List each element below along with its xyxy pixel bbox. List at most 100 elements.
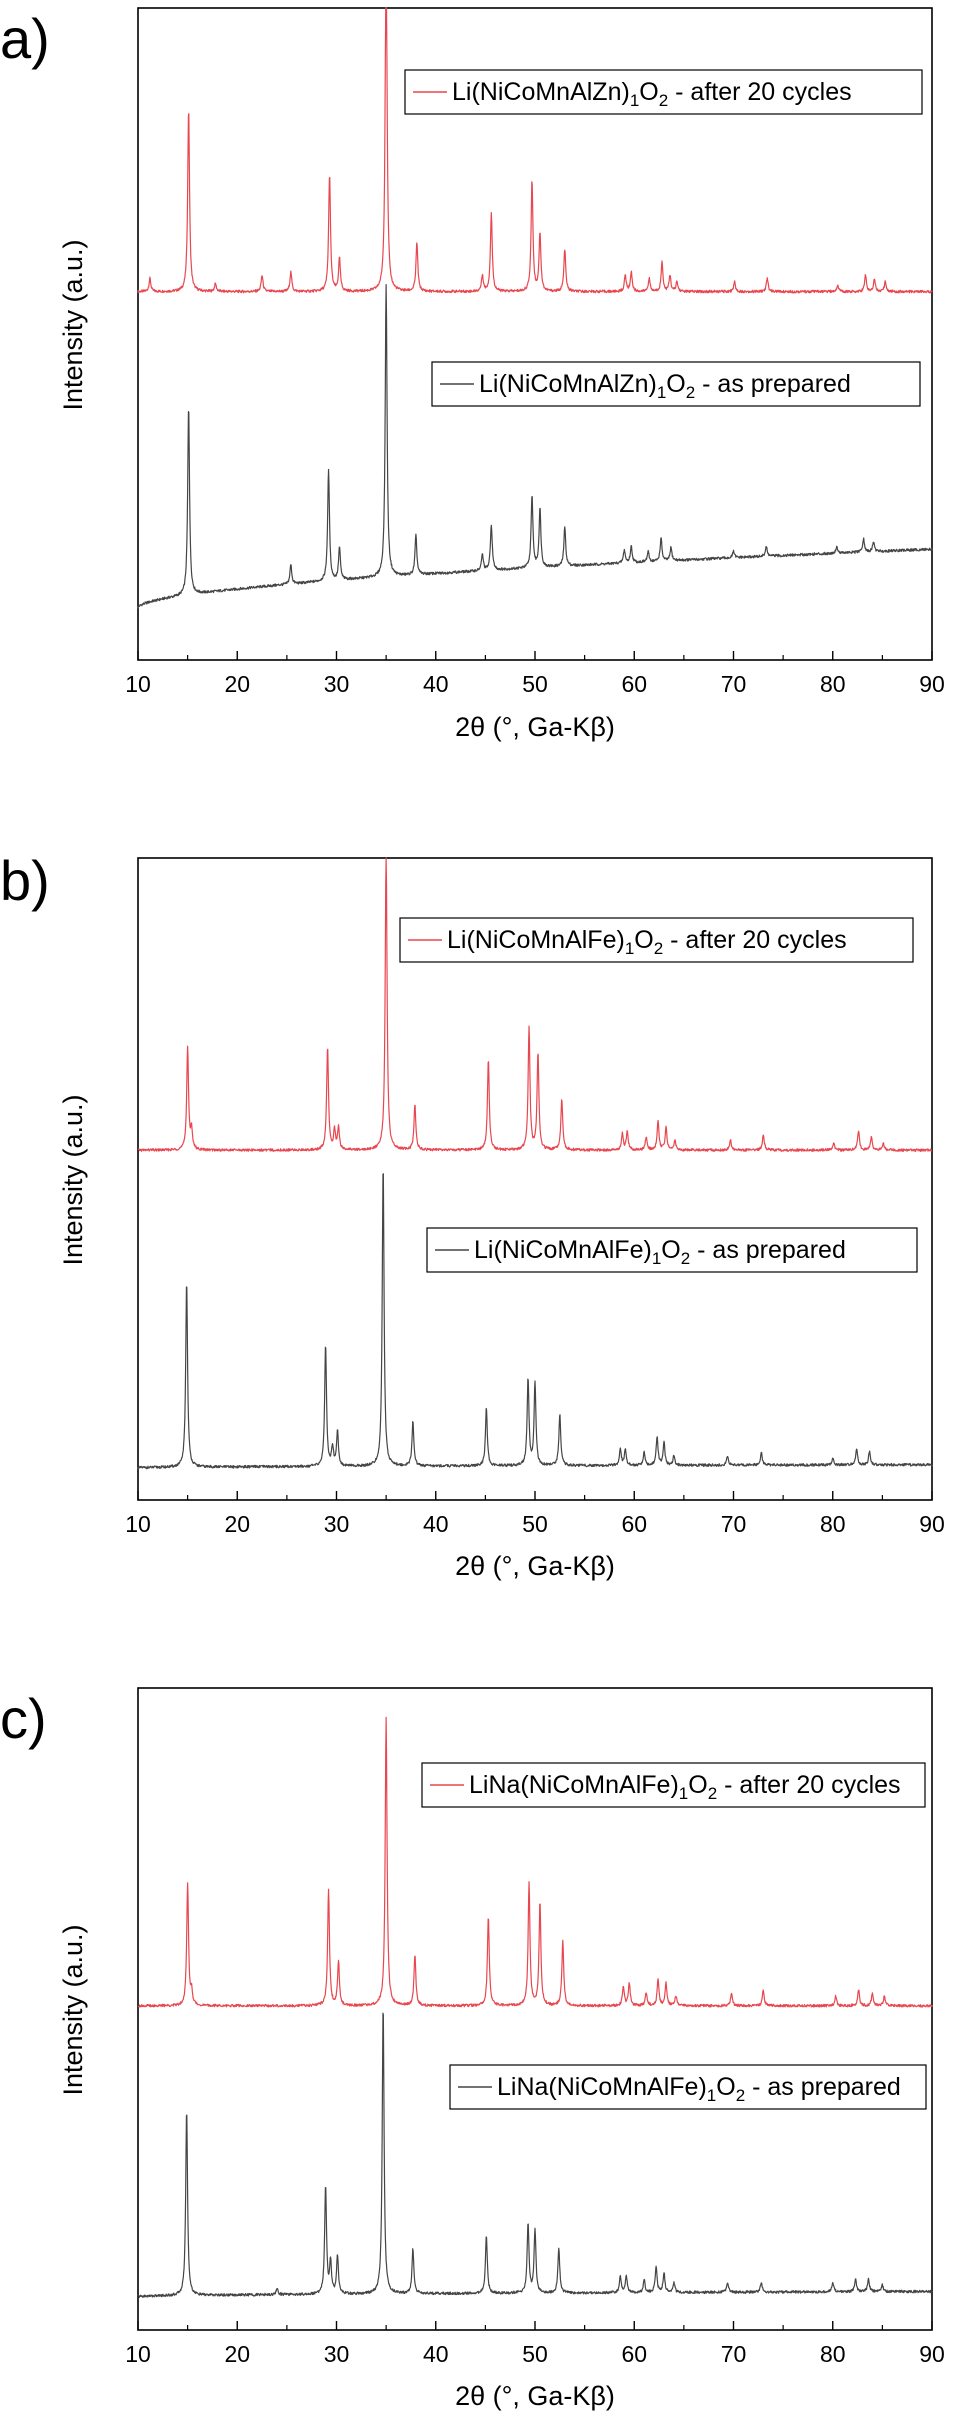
panel-c-legend-top-box — [421, 1762, 926, 1808]
x-tick-label: 30 — [324, 1511, 350, 1537]
legend-subscript: 1 — [630, 91, 639, 110]
x-tick-label: 20 — [224, 2341, 250, 2367]
x-tick-label: 90 — [919, 2341, 945, 2367]
panel-a-legend-top: Li(NiCoMnAlZn)1O2 - after 20 cycles — [404, 69, 923, 115]
panel-b-y-axis-label: Intensity (a.u.) — [58, 1094, 88, 1265]
panel-c-traces — [137, 1716, 933, 2298]
x-tick-label: 50 — [522, 2341, 548, 2367]
panel-a-traces — [137, 7, 933, 609]
trace-as-prepared — [137, 2012, 933, 2298]
x-tick-label: 80 — [820, 2341, 846, 2367]
x-tick-label: 50 — [522, 671, 548, 697]
trace-after-20-cycles — [137, 7, 933, 294]
legend-o-text: O — [634, 926, 653, 954]
legend-suffix: - as prepared — [695, 370, 851, 398]
panel-b-legend-bottom-box — [426, 1227, 918, 1273]
panel-b-traces — [137, 857, 933, 1470]
panel-c: c) 10 20 30 40 50 60 70 80 90 2θ (°, Ga-Kβ) Inte… — [0, 1687, 945, 2411]
x-tick-label: 20 — [224, 1511, 250, 1537]
panel-c-letter: c) — [0, 1687, 47, 1750]
x-tick-label: 40 — [423, 2341, 449, 2367]
panel-a-letter: a) — [0, 7, 50, 70]
panel-b-legend-top: Li(NiCoMnAlFe)1O2 - after 20 cycles — [399, 917, 914, 963]
legend-subscript-2: 2 — [686, 383, 695, 402]
x-tick-label: 60 — [621, 2341, 647, 2367]
panel-b: b) 10 20 30 40 50 60 70 80 90 2θ (°, Ga-Kβ) Inte… — [0, 849, 945, 1581]
panel-c-legend-bottom-label: LiNa(NiCoMnAlFe)1O2 - as prepared — [497, 2073, 901, 2105]
legend-suffix: - as prepared — [745, 2073, 901, 2101]
panel-a-legend-top-box — [404, 69, 923, 115]
trace-as-prepared — [137, 1173, 933, 1470]
legend-subscript: 1 — [625, 939, 634, 958]
x-tick-label: 30 — [324, 2341, 350, 2367]
x-tick-label: 20 — [224, 671, 250, 697]
legend-o-text: O — [716, 2073, 735, 2101]
x-tick-label: 40 — [423, 671, 449, 697]
x-tick-label: 80 — [820, 671, 846, 697]
x-tick-label: 80 — [820, 1511, 846, 1537]
legend-main-text: Li(NiCoMnAlFe) — [447, 926, 625, 954]
x-tick-label: 70 — [721, 1511, 747, 1537]
trace-after-20-cycles — [137, 1716, 933, 2008]
legend-main-text: LiNa(NiCoMnAlFe) — [497, 2073, 707, 2101]
panel-b-legend-top-label: Li(NiCoMnAlFe)1O2 - after 20 cycles — [447, 926, 847, 958]
panel-a-x-axis-label: 2θ (°, Ga-Kβ) — [455, 712, 615, 742]
panel-a-legend-bottom-box — [431, 361, 921, 407]
legend-subscript-2: 2 — [659, 91, 668, 110]
x-tick-label: 90 — [919, 1511, 945, 1537]
legend-main-text: Li(NiCoMnAlZn) — [479, 370, 657, 398]
legend-suffix: - after 20 cycles — [717, 1771, 900, 1799]
x-tick-label: 70 — [721, 2341, 747, 2367]
x-tick-label: 70 — [721, 671, 747, 697]
legend-subscript: 1 — [679, 1784, 688, 1803]
x-tick-label: 10 — [125, 1511, 151, 1537]
panel-c-legend-top-label: LiNa(NiCoMnAlFe)1O2 - after 20 cycles — [469, 1771, 901, 1803]
panel-a-legend-bottom-label: Li(NiCoMnAlZn)1O2 - as prepared — [479, 370, 851, 402]
legend-subscript: 1 — [652, 1249, 661, 1268]
trace-as-prepared — [137, 283, 933, 609]
legend-main-text: LiNa(NiCoMnAlFe) — [469, 1771, 679, 1799]
legend-o-text: O — [666, 370, 685, 398]
legend-subscript-2: 2 — [654, 939, 663, 958]
x-tick-label: 10 — [125, 2341, 151, 2367]
legend-subscript: 1 — [657, 383, 666, 402]
panel-c-x-ticks: 10 20 30 40 50 60 70 80 90 — [125, 2321, 945, 2367]
legend-o-text: O — [661, 1236, 680, 1264]
panel-c-legend-bottom: LiNa(NiCoMnAlFe)1O2 - as prepared — [449, 2064, 927, 2110]
panel-a-frame — [137, 7, 933, 661]
panel-b-legend-top-box — [399, 917, 914, 963]
legend-subscript-2: 2 — [736, 2086, 745, 2105]
panel-b-legend-bottom: Li(NiCoMnAlFe)1O2 - as prepared — [426, 1227, 918, 1273]
x-tick-label: 10 — [125, 671, 151, 697]
panel-b-legend-bottom-label: Li(NiCoMnAlFe)1O2 - as prepared — [474, 1236, 846, 1268]
legend-suffix: - after 20 cycles — [668, 78, 851, 106]
legend-subscript-2: 2 — [681, 1249, 690, 1268]
panel-c-legend-bottom-box — [449, 2064, 927, 2110]
x-tick-label: 30 — [324, 671, 350, 697]
legend-subscript: 1 — [707, 2086, 716, 2105]
x-tick-label: 50 — [522, 1511, 548, 1537]
panel-c-legend-top: LiNa(NiCoMnAlFe)1O2 - after 20 cycles — [421, 1762, 926, 1808]
legend-o-text: O — [688, 1771, 707, 1799]
panel-c-x-axis-label: 2θ (°, Ga-Kβ) — [455, 2381, 615, 2411]
panel-a: a) 10 20 30 40 50 60 70 80 90 2θ (°, Ga-Kβ) Inte… — [0, 7, 945, 742]
legend-o-text: O — [639, 78, 658, 106]
legend-suffix: - as prepared — [690, 1236, 846, 1264]
x-tick-label: 60 — [621, 671, 647, 697]
legend-main-text: Li(NiCoMnAlFe) — [474, 1236, 652, 1264]
panel-c-y-axis-label: Intensity (a.u.) — [58, 1924, 88, 2095]
panel-a-y-axis-label: Intensity (a.u.) — [58, 239, 88, 410]
panel-a-legend-top-label: Li(NiCoMnAlZn)1O2 - after 20 cycles — [452, 78, 852, 110]
x-tick-label: 60 — [621, 1511, 647, 1537]
legend-subscript-2: 2 — [708, 1784, 717, 1803]
panel-b-x-axis-label: 2θ (°, Ga-Kβ) — [455, 1551, 615, 1581]
panel-a-x-ticks: 10 20 30 40 50 60 70 80 90 — [125, 651, 945, 697]
x-tick-label: 40 — [423, 1511, 449, 1537]
panel-b-x-ticks: 10 20 30 40 50 60 70 80 90 — [125, 1491, 945, 1537]
panel-a-legend-bottom: Li(NiCoMnAlZn)1O2 - as prepared — [431, 361, 921, 407]
trace-after-20-cycles — [137, 857, 933, 1152]
panel-b-letter: b) — [0, 849, 50, 912]
x-tick-label: 90 — [919, 671, 945, 697]
legend-suffix: - after 20 cycles — [663, 926, 846, 954]
